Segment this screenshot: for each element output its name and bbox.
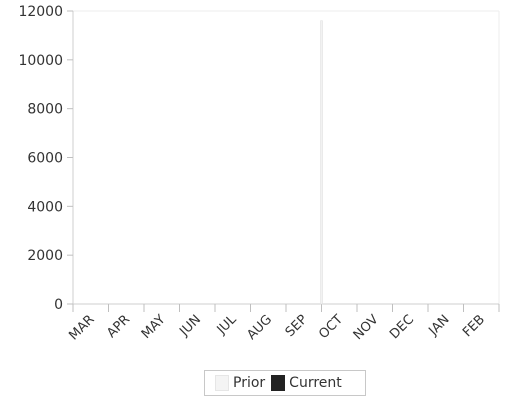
y-tick-label: 10000 — [18, 53, 63, 69]
x-tick-label: JUL — [214, 312, 240, 338]
y-tick-label: 2000 — [27, 248, 63, 264]
y-axis: 0 2000 4000 6000 8000 10000 12000 — [18, 4, 74, 313]
bar-prior-sep — [320, 20, 323, 305]
legend-swatch-prior — [215, 375, 229, 391]
x-tick-label: JUN — [176, 312, 204, 340]
y-tick-label: 0 — [54, 297, 63, 313]
x-tick-label: OCT — [316, 312, 346, 342]
legend-swatch-current — [271, 375, 286, 391]
x-tick-label: SEP — [283, 312, 311, 340]
y-tick-label: 12000 — [18, 4, 63, 20]
x-tick-label: MAR — [66, 312, 97, 343]
x-tick-label: APR — [104, 312, 133, 341]
x-tick-label: FEB — [460, 312, 488, 340]
y-tick-label: 8000 — [27, 102, 63, 118]
bars — [320, 20, 323, 305]
x-tick-label: NOV — [351, 312, 382, 343]
legend-label-current: Current — [289, 375, 342, 391]
x-tick-label: JAN — [426, 312, 453, 339]
legend-item-prior[interactable]: Prior — [215, 375, 265, 391]
x-tick-label: AUG — [244, 312, 275, 343]
x-tick-label: MAY — [139, 312, 169, 342]
legend-label-prior: Prior — [233, 375, 266, 391]
plot-area — [73, 10, 500, 304]
y-tick-label: 6000 — [27, 151, 63, 167]
legend: Prior Current — [204, 370, 366, 396]
x-axis: MAR APR MAY JUN JUL AUG SEP OCT NOV DEC JAN FEB — [66, 303, 500, 343]
x-tick-label: DEC — [387, 312, 417, 342]
y-tick-label: 4000 — [27, 199, 63, 215]
legend-item-current[interactable]: Current — [271, 375, 342, 391]
